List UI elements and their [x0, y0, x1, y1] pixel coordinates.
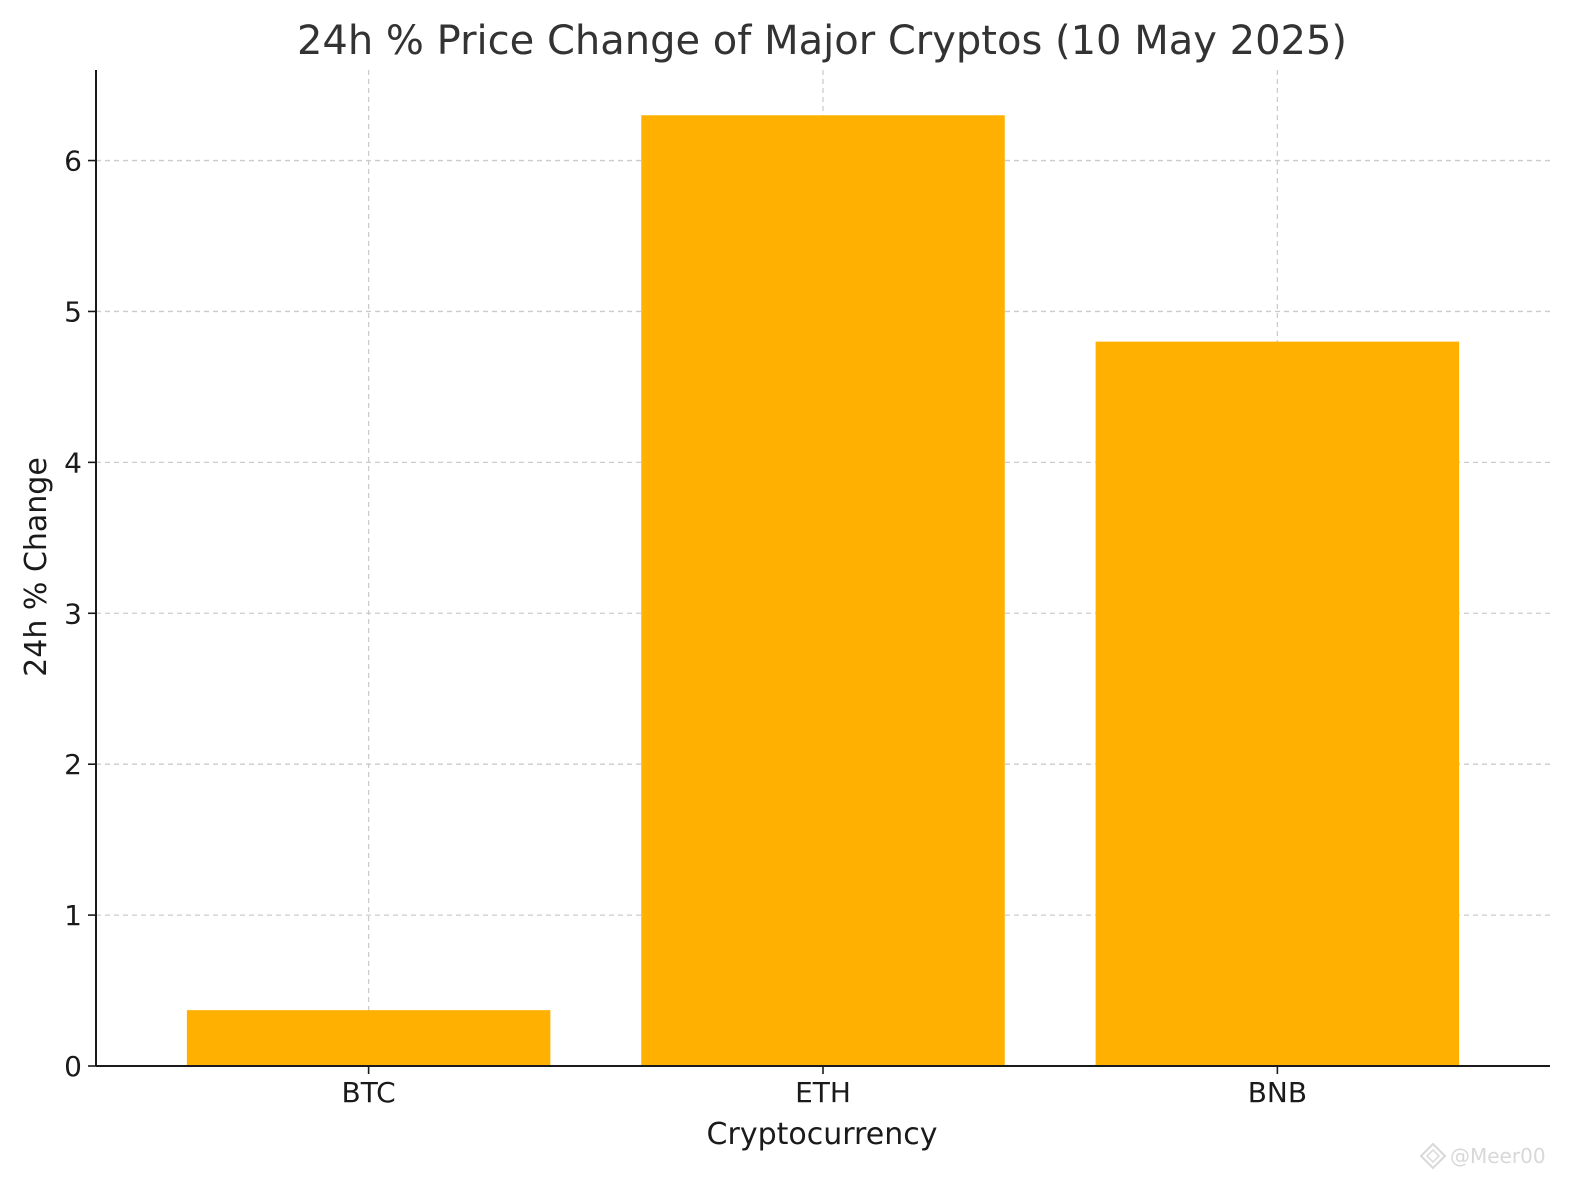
- watermark-text: @Meer00: [1450, 1144, 1546, 1168]
- y-tick-label: 6: [64, 145, 82, 178]
- y-tick-label: 2: [64, 748, 82, 781]
- y-axis-label: 24h % Change: [19, 457, 54, 677]
- y-tick-label: 4: [64, 446, 82, 479]
- bar-bnb: [1095, 341, 1460, 1066]
- bar-btc: [186, 1010, 551, 1066]
- y-tick-label: 1: [64, 899, 82, 932]
- y-tick-label: 3: [64, 597, 82, 630]
- bars: [186, 115, 1460, 1067]
- watermark: @Meer00: [1419, 1142, 1546, 1170]
- x-tick-label: BTC: [342, 1076, 396, 1109]
- y-tick-labels: 0 1 2 3 4 5 6: [64, 145, 96, 1083]
- y-tick-label: 0: [64, 1050, 82, 1083]
- chart-title: 24h % Price Change of Major Cryptos (10 …: [297, 18, 1347, 64]
- x-axis-label: Cryptocurrency: [707, 1117, 938, 1152]
- bar-eth: [641, 115, 1005, 1067]
- y-tick-label: 5: [64, 295, 82, 328]
- x-tick-labels: BTC ETH BNB: [342, 1066, 1307, 1109]
- x-tick-label: BNB: [1248, 1076, 1307, 1109]
- diamond-logo-icon: [1419, 1142, 1447, 1170]
- x-tick-label: ETH: [795, 1076, 851, 1109]
